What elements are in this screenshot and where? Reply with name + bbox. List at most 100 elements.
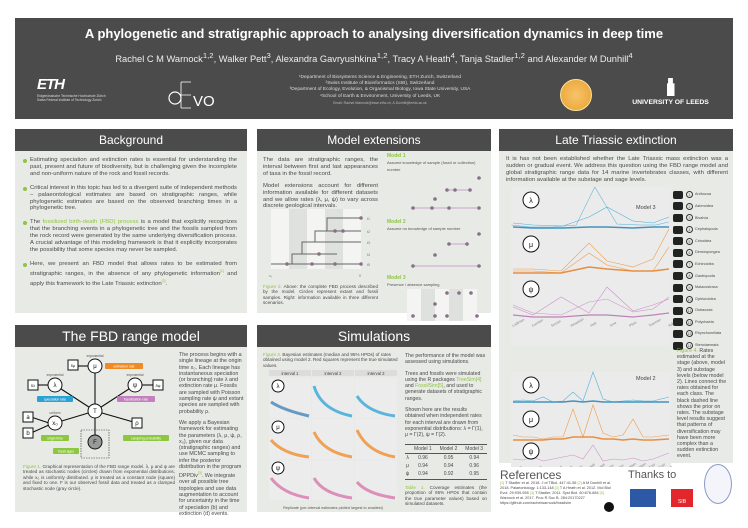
mu-badge [522, 410, 540, 428]
svg-text:T: T [93, 409, 97, 415]
graphical-model-diagram: μ λ ψ Tx₀ Fρ a b δμ δλ δψ exponential exponential… [22, 354, 169, 459]
model-1-ranges [411, 175, 481, 210]
bullet: Here, we present an FBD model that allow… [23, 261, 237, 288]
university-seal-logo [704, 464, 732, 504]
bullet: Critical interest in this topic has led … [23, 185, 237, 213]
svg-text:ψ: ψ [529, 287, 534, 294]
mu-badge [522, 235, 540, 253]
svg-text:ψ: ψ [133, 383, 137, 389]
svg-text:μ: μ [529, 417, 533, 424]
stage-tick-label: Carnian [531, 318, 544, 328]
class-legend-item: 8 Gastropoda [673, 270, 731, 282]
figure-1-caption: Figure 1. Graphical representation of th… [23, 464, 175, 491]
rate-plots-figure: Model 3 Model 2 λ μ ψ λ μ ψ Ladinian Carnian N… [509, 187, 674, 467]
class-legend-item: 9 Malacostraca [673, 282, 731, 294]
section-header-simulations: Simulations [257, 325, 491, 347]
class-legend-item: 3 Bivalvia [673, 212, 731, 224]
organism-silhouette-icon [673, 329, 683, 338]
svg-text:λ: λ [529, 198, 533, 205]
class-legend-item: 11 Ostracoda [673, 305, 731, 317]
organism-silhouette-icon [673, 271, 683, 280]
svg-text:extinction rate: extinction rate [113, 365, 134, 369]
svg-text:δλ: δλ [31, 383, 35, 388]
thanks-to: Thanks to SIB [628, 464, 733, 519]
svg-text:speciation rate: speciation rate [44, 398, 66, 402]
stage-tick-label: Hett [590, 321, 598, 328]
organism-silhouette-icon [673, 306, 683, 315]
bullet: The fossilized birth-death (FBD) process… [23, 219, 237, 254]
organism-silhouette-icon [673, 190, 683, 199]
eu-flag-logo [630, 489, 656, 507]
github-icon[interactable] [604, 502, 614, 512]
poster-title: A phylogenetic and stratigraphic approac… [84, 26, 664, 41]
organism-silhouette-icon [673, 341, 683, 350]
class-legend-item: 13 Rhynchonellata [673, 328, 731, 340]
svg-text:0: 0 [359, 274, 361, 278]
organism-silhouette-icon [673, 283, 683, 292]
svg-text:ρ: ρ [135, 421, 139, 427]
svg-text:interval 3: interval 3 [368, 371, 386, 376]
svg-text:t2: t2 [367, 230, 370, 234]
psi-badge [522, 442, 540, 460]
svg-text:b: b [26, 431, 30, 437]
section-header-model-extensions: Model extensions [257, 129, 491, 151]
table-row: λ 0.96 0.95 0.94 [406, 454, 480, 461]
svg-text:fossilization rate: fossilization rate [124, 398, 148, 402]
poster-header: A phylogenetic and stratigraphic approac… [15, 18, 733, 119]
lambda-series [511, 187, 669, 228]
svg-text:exponential: exponential [127, 373, 144, 377]
svg-text:λ: λ [529, 383, 533, 390]
section-header-background: Background [15, 129, 247, 151]
class-legend-item: 5 Crinoidea [673, 235, 731, 247]
svg-text:δμ: δμ [71, 363, 76, 368]
lambda-badge [522, 191, 540, 209]
svg-text:ψ: ψ [529, 449, 534, 456]
class-legend-item: 4 Cephalopoda [673, 224, 731, 236]
svg-text:VO: VO [193, 93, 215, 110]
svg-text:t1: t1 [367, 217, 370, 221]
mu-series [513, 228, 670, 272]
github-link[interactable]: https://github.com/rachelwarnock/fossils… [500, 500, 572, 505]
class-legend: 1 Anthozoa 2 Asteroidea 3 Bivalvia 4 Cephalopod… [673, 189, 731, 351]
svg-text:interval 1: interval 1 [282, 371, 300, 376]
svg-text:a: a [26, 415, 30, 421]
svg-text:x₀: x₀ [269, 274, 273, 278]
table-1-caption: Table 1. Coverage estimates (the proport… [405, 484, 487, 506]
background-panel: Estimating speciation and extinction rat… [15, 151, 247, 313]
figure-2-caption: Figure 2. Above: the complete FBD proces… [263, 284, 378, 306]
svg-text:t3: t3 [367, 241, 370, 245]
svg-text:Model 3: Model 3 [636, 205, 656, 211]
class-legend-item: 14 Stenolaemata [673, 340, 731, 352]
organism-silhouette-icon [673, 213, 683, 222]
svg-text:sampling probability: sampling probability [131, 437, 161, 441]
svg-text:λ: λ [54, 383, 57, 389]
bullet: Estimating speciation and extinction rat… [23, 157, 237, 178]
svg-text:exponential: exponential [47, 373, 64, 377]
coverage-table: Model 1 Model 2 Model 3 λ 0.96 0.95 0.94 μ 0.9… [405, 443, 487, 480]
organism-silhouette-icon [673, 295, 683, 304]
psi-badge [522, 280, 540, 298]
author-list: Rachel C M Warnock1,2, Walker Pett3, Ale… [115, 51, 633, 65]
svg-text:t5: t5 [367, 263, 370, 267]
organism-silhouette-icon [673, 318, 683, 327]
fbd-process-tree-figure: t1 t2 t3 t4 t5 x₀ 0 [269, 209, 370, 278]
tower-icon [666, 78, 675, 96]
organism-silhouette-icon [673, 237, 683, 246]
section-header-fbd-range-model: The FBD range model [15, 325, 247, 347]
svg-text:origin time: origin time [47, 437, 63, 441]
stage-tick-label: Plien [629, 320, 638, 327]
stage-tick-label: Aalenian [668, 317, 674, 327]
svg-text:x₀: x₀ [52, 421, 58, 427]
class-legend-item: 1 Anthozoa [673, 189, 731, 201]
svg-text:λ: λ [277, 384, 280, 390]
svg-text:μ: μ [276, 425, 280, 431]
model-3-ranges [407, 289, 479, 322]
organism-silhouette-icon [673, 260, 683, 269]
table-row: μ 0.94 0.94 0.96 [406, 463, 480, 470]
simulations-panel: Figure 3. Bayesian estimates (median and… [257, 347, 491, 512]
svg-text:δψ: δψ [155, 383, 160, 388]
affiliations: ¹Department of Biosystems Science & Engi… [245, 75, 515, 106]
class-legend-item: 10 Ophiuroidea [673, 293, 731, 305]
model-2-ranges [411, 232, 481, 269]
